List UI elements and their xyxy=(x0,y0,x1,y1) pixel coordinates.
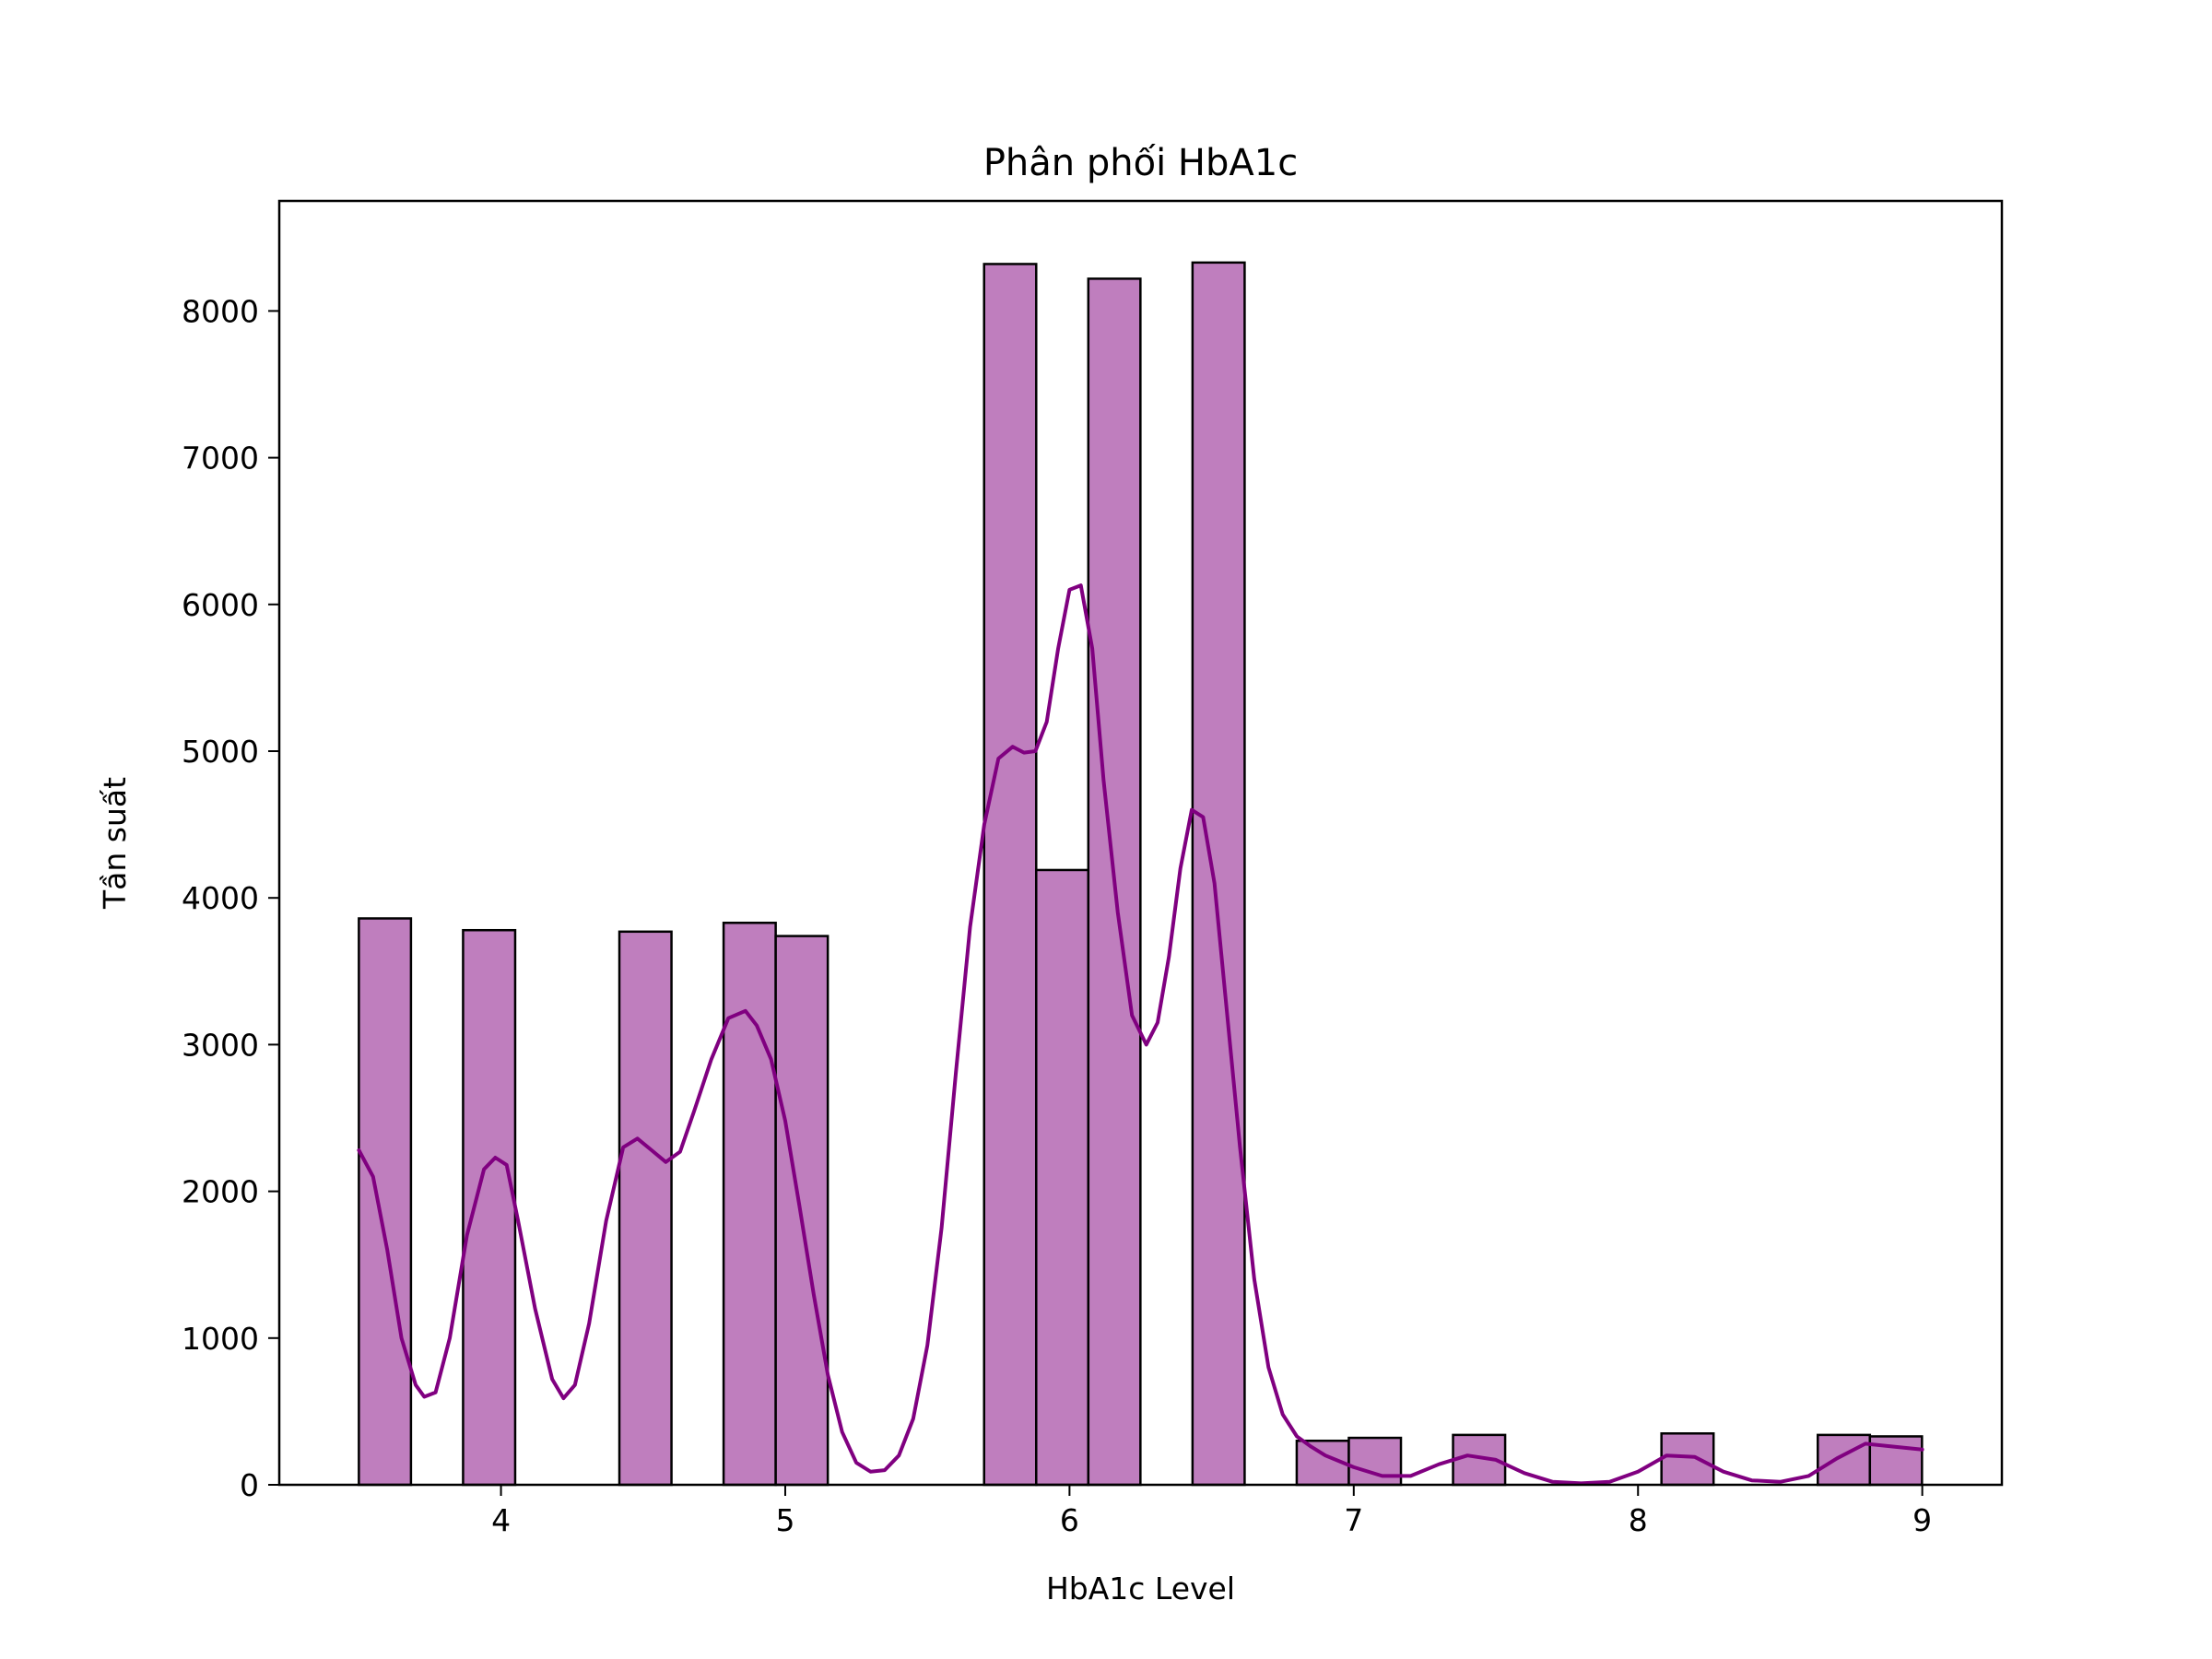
y-tick-label: 1000 xyxy=(182,1321,259,1357)
histogram-bar xyxy=(1191,261,1246,1487)
x-tick-label: 8 xyxy=(1629,1502,1648,1538)
histogram-bar xyxy=(618,930,673,1487)
y-tick-label: 8000 xyxy=(182,293,259,329)
y-axis: 0 1000 2000 3000 4000 5000 6000 7000 8000 xyxy=(182,293,279,1503)
histogram-bar xyxy=(722,922,777,1487)
histogram-bar xyxy=(1660,1432,1715,1487)
y-tick-label: 7000 xyxy=(182,441,259,477)
bars-layer xyxy=(358,261,1924,1487)
x-axis-label: HbA1c Level xyxy=(1046,1571,1235,1606)
y-axis-label: Tần suất xyxy=(97,777,133,910)
y-tick-label: 5000 xyxy=(182,734,259,770)
x-tick-label: 5 xyxy=(775,1502,794,1538)
x-axis: 4 5 6 7 8 9 xyxy=(491,1485,1932,1538)
histogram-bar xyxy=(1035,868,1090,1487)
x-tick-label: 9 xyxy=(1912,1502,1932,1538)
histogram-bar xyxy=(1817,1433,1872,1487)
histogram-bar xyxy=(982,263,1038,1487)
histogram-bar xyxy=(462,928,517,1487)
y-tick-label: 6000 xyxy=(182,587,259,623)
histogram-bar xyxy=(358,917,413,1487)
y-tick-label: 4000 xyxy=(182,880,259,916)
y-tick-label: 3000 xyxy=(182,1027,259,1063)
kde-layer xyxy=(357,583,1924,1486)
x-tick-label: 7 xyxy=(1344,1502,1363,1538)
plot-frame xyxy=(277,199,2004,1487)
kde-curve xyxy=(357,583,1924,1486)
y-tick-label: 0 xyxy=(240,1467,259,1503)
y-tick-label: 2000 xyxy=(182,1174,259,1210)
chart-title: Phân phối HbA1c xyxy=(983,142,1298,184)
x-tick-label: 4 xyxy=(491,1502,511,1538)
x-tick-label: 6 xyxy=(1060,1502,1079,1538)
